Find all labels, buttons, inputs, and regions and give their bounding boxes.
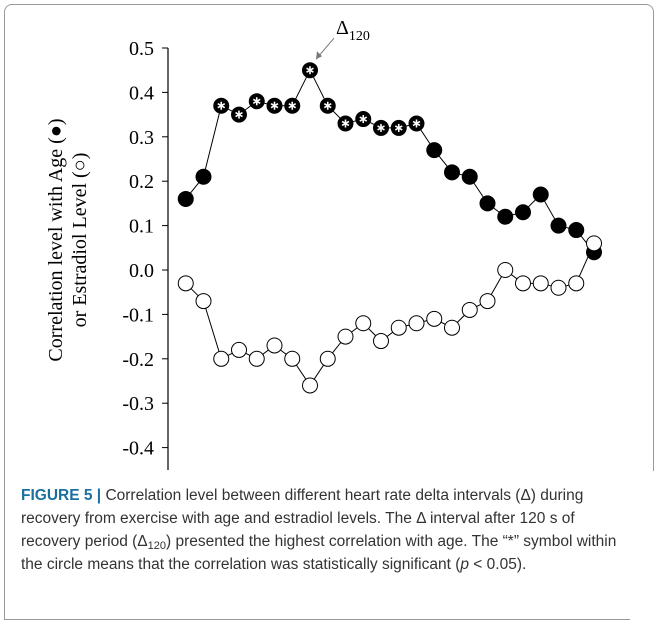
data-point [248,350,265,367]
significance-star [359,116,368,122]
data-point [532,186,549,203]
significance-star [377,125,385,131]
y-tick-label: -0.1 [122,304,154,326]
data-point [515,275,531,292]
y-tick-label: -0.4 [122,438,154,460]
y-tick-label: 0.1 [129,216,154,238]
data-point [586,235,602,252]
data-point [177,190,194,207]
data-point [177,275,194,292]
data-point [479,195,496,212]
data-point [426,142,443,159]
data-point [444,319,460,336]
y-axis-label: Correlation level with Age (●) [45,118,67,361]
caption-text: ) presented the highest correlation with… [21,533,617,573]
chart: 0.50.40.30.20.10.0-0.1-0.2-0.3-0.4-0.506… [45,17,602,470]
y-tick-label: 0.3 [129,127,154,149]
caption-text: Correlation level between different hear… [21,487,584,550]
data-point [568,222,585,239]
data-point [231,341,247,358]
y-tick-label: -0.2 [122,349,154,371]
series-line [185,69,595,253]
y-tick-label: 0.4 [129,82,154,104]
data-point [426,310,443,327]
significance-star [217,103,226,109]
data-point [337,328,354,345]
caption-text: < 0.05). [468,556,527,573]
significance-star [252,98,261,104]
caption: FIGURE 5 | Correlation level between dif… [4,470,630,620]
data-point [408,315,425,332]
data-point [497,262,514,278]
data-point [461,168,478,185]
caption-text: p [460,556,469,573]
data-point [284,350,301,367]
annotation-symbol: Δ [336,17,349,39]
caption-label: FIGURE 5 | [21,487,102,504]
annotation-arrowhead [316,51,322,60]
data-point [532,275,549,292]
data-point [497,208,514,225]
data-point [373,333,389,350]
data-point [319,350,336,367]
data-point [515,204,531,221]
data-point [550,279,567,296]
significance-star [412,120,421,127]
data-point [550,217,567,234]
significance-star [306,67,314,73]
significance-star [394,125,403,131]
data-point [390,319,407,336]
data-point [195,168,212,185]
significance-star [270,103,279,109]
annotation-subscript: 120 [349,29,370,44]
y-tick-label: -0.3 [122,393,154,415]
significance-star [341,120,350,127]
caption-text: 120 [147,540,167,552]
significance-star [323,103,332,109]
data-point [461,301,478,318]
data-point [355,315,372,332]
figure-frame [4,4,654,471]
y-axis-label: or Estradiol Level (○) [69,153,91,328]
y-tick-label: 0.0 [129,260,154,282]
y-tick-label: 0.2 [129,171,154,193]
data-point [195,293,212,310]
series-line [185,243,595,387]
annotation: Δ120 [336,17,370,44]
data-point [213,350,230,367]
significance-star [288,103,297,109]
data-point [479,293,496,310]
data-point [302,377,318,394]
data-point [266,337,283,354]
data-point [568,275,585,292]
significance-star [235,111,243,118]
data-point [444,164,460,181]
y-tick-label: 0.5 [129,38,154,60]
